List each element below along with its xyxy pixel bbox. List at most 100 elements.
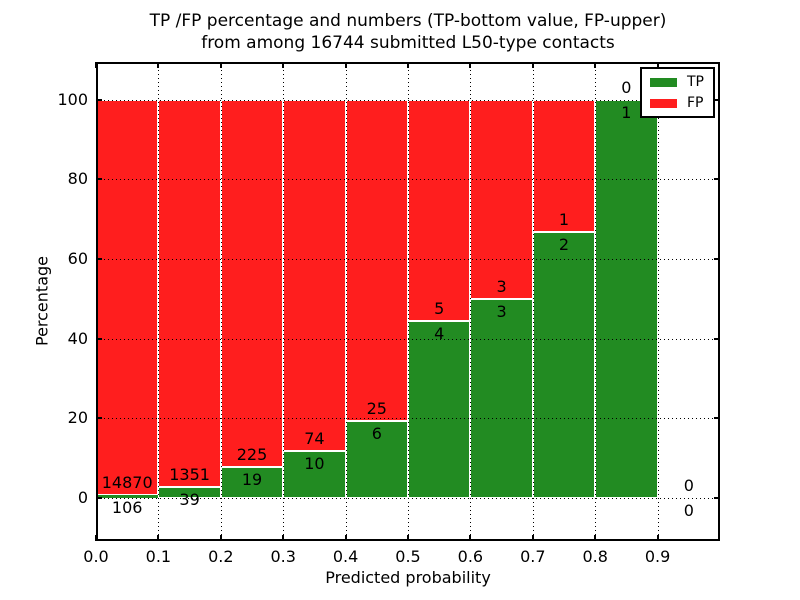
x-tick-mark-bottom (656, 535, 659, 541)
x-tick-mark-top (282, 62, 285, 68)
legend-entry-fp: FP (650, 96, 704, 110)
x-tick-mark-top (531, 62, 534, 68)
y-tick-label: 100 (57, 89, 88, 109)
legend-tp-swatch-icon (650, 77, 677, 87)
bar-segment-fp (470, 99, 533, 299)
fp-count-label: 74 (304, 428, 325, 448)
bar-segment-fp (220, 99, 284, 467)
tp-count-label: 10 (304, 453, 325, 473)
bar-segment-fp (345, 99, 408, 421)
bar-segment-fp (532, 99, 596, 233)
legend-tp-label: TP (687, 74, 704, 90)
x-axis-label: Predicted probability (325, 568, 491, 587)
x-tick-mark-bottom (594, 535, 597, 541)
fp-count-label: 5 (434, 298, 445, 318)
x-tick-mark-bottom (157, 535, 160, 541)
tp-count-label: 39 (179, 489, 200, 509)
y-tick-mark-right (714, 497, 720, 499)
y-tick-mark-left (96, 98, 102, 101)
bar-segment-tp (283, 450, 346, 498)
chart-title: TP /FP percentage and numbers (TP-bottom… (96, 10, 720, 54)
x-tick-mark-bottom (282, 535, 285, 541)
gridline-vertical (220, 62, 222, 541)
y-tick-mark-left (96, 257, 102, 260)
fp-count-label: 0 (683, 476, 694, 495)
y-tick-mark-right (714, 417, 720, 420)
y-tick-mark-left (96, 337, 102, 340)
tp-count-label: 1 (621, 102, 632, 122)
bar-segment-tp (532, 232, 596, 498)
x-tick-label: 0.3 (270, 547, 296, 566)
x-tick-mark-bottom (219, 535, 222, 541)
x-tick-label: 0.2 (208, 547, 234, 566)
x-tick-mark-top (407, 62, 409, 68)
bar-segment-fp (408, 99, 471, 321)
y-tick-label: 0 (77, 488, 88, 507)
bar-segment-fp (96, 99, 159, 496)
legend-fp-label: FP (687, 95, 704, 111)
y-tick-mark-left (96, 178, 102, 181)
fp-count-label: 14870 (101, 473, 153, 493)
bar-segment-tp (96, 495, 159, 498)
y-tick-mark-left (96, 417, 102, 420)
y-tick-mark-right (714, 178, 720, 181)
gridline-horizontal (96, 418, 720, 420)
gridline-horizontal (96, 338, 720, 340)
chart-title-line1: TP /FP percentage and numbers (TP-bottom… (149, 11, 667, 31)
fp-count-label: 0 (621, 77, 632, 97)
gridline-horizontal (96, 99, 720, 101)
bar-segment-fp (158, 99, 221, 487)
bar-segment-tp (345, 420, 408, 498)
gridline-vertical (408, 62, 409, 541)
bar-segment-tp (408, 320, 471, 498)
x-tick-mark-top (656, 62, 659, 68)
y-tick-mark-left (96, 497, 102, 499)
y-tick-label: 80 (67, 169, 88, 189)
x-tick-label: 0.5 (395, 547, 421, 566)
fp-count-label: 1 (558, 210, 570, 230)
x-tick-mark-bottom (531, 535, 534, 541)
x-tick-mark-top (469, 62, 472, 68)
x-tick-mark-bottom (344, 535, 347, 541)
x-tick-label: 0.4 (332, 547, 359, 566)
x-tick-mark-bottom (95, 535, 97, 541)
fp-count-label: 25 (366, 398, 387, 418)
fp-count-label: 225 (236, 444, 268, 464)
gridline-vertical (470, 62, 472, 541)
tp-count-label: 3 (496, 301, 507, 321)
x-tick-label: 0.6 (457, 547, 484, 566)
fp-count-label: 1351 (169, 464, 210, 484)
y-tick-mark-right (714, 337, 720, 340)
bar-segment-tp (595, 99, 658, 498)
x-tick-mark-top (95, 62, 97, 68)
legend: TP FP (640, 67, 715, 118)
x-tick-mark-top (344, 62, 347, 68)
bar-segment-tp (470, 298, 533, 498)
tp-count-label: 19 (241, 469, 263, 489)
x-tick-mark-bottom (407, 535, 409, 541)
x-tick-label: 0.8 (582, 547, 608, 566)
y-tick-label: 60 (67, 248, 88, 268)
x-tick-label: 0.9 (644, 547, 671, 566)
gridline-vertical (283, 62, 285, 541)
plot-area: TP FP 14870 106 1351 39 225 19 74 10 25 6 5 4 3 3 1 2 0 1… (95, 62, 720, 541)
gridline-horizontal (96, 258, 720, 260)
tp-count-label: 6 (371, 423, 382, 443)
fp-count-label: 3 (496, 276, 507, 296)
gridline-vertical (657, 62, 659, 541)
tp-count-label: 4 (434, 323, 445, 343)
gridline-vertical (595, 62, 597, 541)
gridline-horizontal (96, 179, 720, 181)
legend-fp-swatch-icon (650, 98, 677, 108)
y-tick-label: 20 (67, 408, 88, 428)
legend-entry-tp: TP (650, 75, 704, 89)
tp-count-label: 106 (111, 498, 143, 518)
gridline-vertical (532, 62, 534, 541)
gridline-vertical (345, 62, 347, 541)
x-tick-mark-top (157, 62, 160, 68)
gridline-vertical (158, 62, 160, 541)
x-tick-mark-top (594, 62, 597, 68)
y-tick-mark-right (714, 98, 720, 101)
gridline-horizontal (96, 498, 720, 499)
tp-count-label: 2 (558, 235, 570, 255)
